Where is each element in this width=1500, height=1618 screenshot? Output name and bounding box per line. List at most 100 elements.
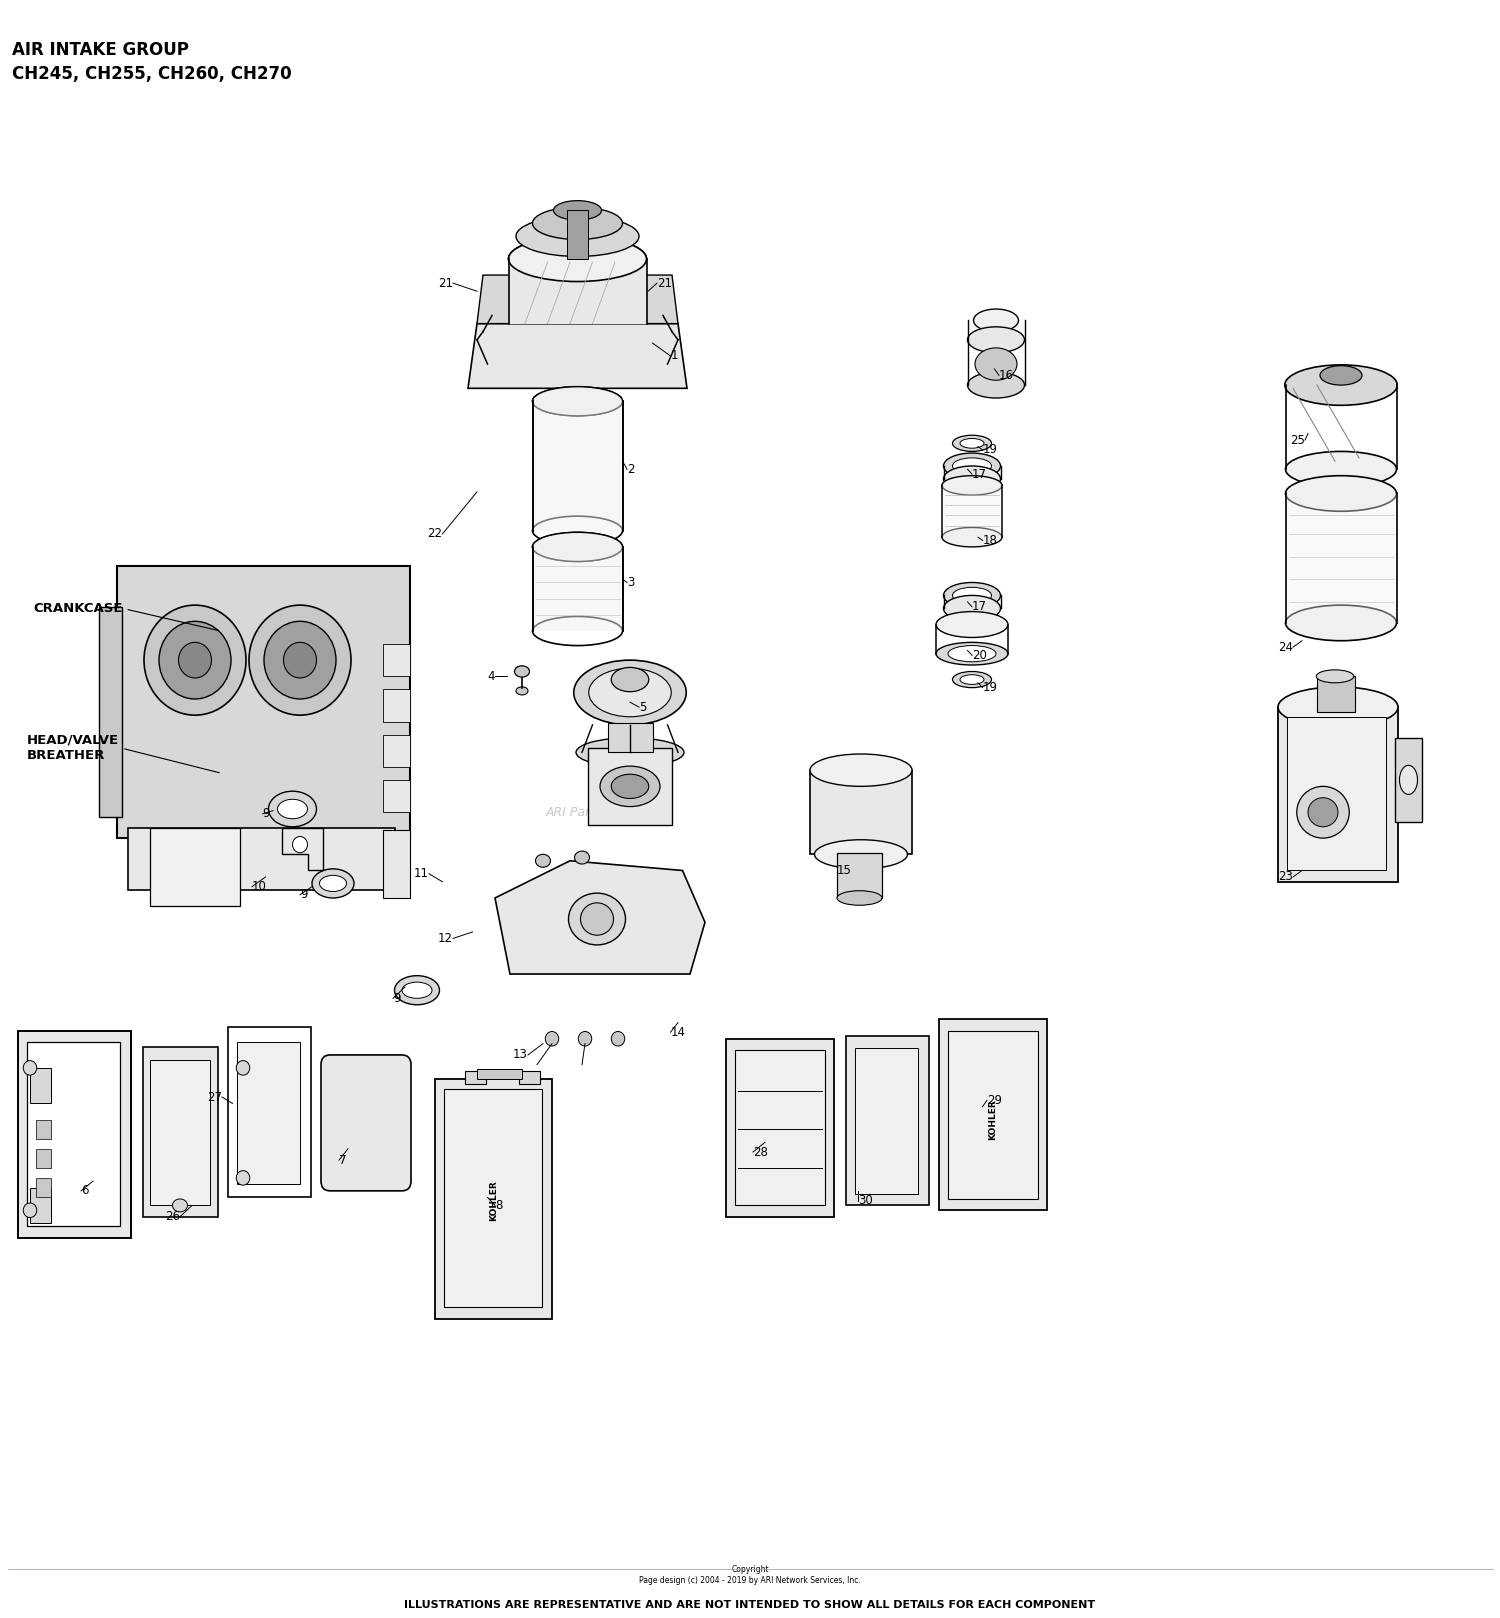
Ellipse shape [968, 372, 1024, 398]
Bar [532, 401, 622, 531]
Ellipse shape [237, 1171, 249, 1184]
Text: 28: 28 [753, 1146, 768, 1158]
Bar [1317, 676, 1354, 712]
Ellipse shape [514, 667, 529, 678]
Bar [18, 1031, 130, 1238]
Text: 14: 14 [670, 1026, 686, 1039]
Ellipse shape [936, 612, 1008, 637]
Bar [519, 1071, 540, 1084]
Text: 6: 6 [81, 1184, 88, 1197]
Text: 20: 20 [972, 649, 987, 662]
Ellipse shape [960, 675, 984, 684]
Text: 4: 4 [488, 670, 495, 683]
Bar [228, 1027, 310, 1197]
Ellipse shape [1317, 670, 1353, 683]
Text: AIR INTAKE GROUP: AIR INTAKE GROUP [12, 42, 189, 60]
Ellipse shape [942, 527, 1002, 547]
Bar [117, 566, 410, 838]
Bar [509, 259, 646, 324]
Bar [237, 1042, 300, 1184]
Text: 23: 23 [1278, 870, 1293, 883]
Ellipse shape [952, 671, 992, 688]
Bar [99, 607, 122, 817]
Text: 12: 12 [438, 932, 453, 945]
Ellipse shape [579, 1032, 591, 1045]
Ellipse shape [1320, 366, 1362, 385]
Text: ARI PartStream™: ARI PartStream™ [546, 806, 654, 819]
Text: Copyright
Page design (c) 2004 - 2019 by ARI Network Services, Inc.: Copyright Page design (c) 2004 - 2019 by… [639, 1566, 861, 1586]
Ellipse shape [948, 646, 996, 662]
Ellipse shape [284, 642, 316, 678]
Polygon shape [282, 828, 322, 870]
Bar [1395, 738, 1422, 822]
Bar [150, 828, 240, 906]
Ellipse shape [975, 348, 1017, 380]
Bar [382, 644, 410, 676]
Ellipse shape [568, 893, 626, 945]
Text: 11: 11 [414, 867, 429, 880]
Ellipse shape [532, 387, 622, 416]
Ellipse shape [249, 605, 351, 715]
Ellipse shape [532, 387, 622, 416]
Ellipse shape [532, 616, 622, 646]
Ellipse shape [144, 605, 246, 715]
Ellipse shape [159, 621, 231, 699]
Ellipse shape [516, 688, 528, 696]
Ellipse shape [612, 775, 648, 799]
Ellipse shape [1278, 688, 1398, 728]
Bar [382, 689, 410, 722]
Bar [939, 1019, 1047, 1210]
Ellipse shape [1308, 798, 1338, 827]
Bar [382, 780, 410, 812]
Text: CH245, CH255, CH260, CH270: CH245, CH255, CH260, CH270 [12, 65, 291, 83]
Ellipse shape [320, 875, 346, 892]
Ellipse shape [516, 217, 639, 257]
Text: KOHLER: KOHLER [489, 1180, 498, 1222]
Bar [588, 748, 672, 825]
Polygon shape [495, 861, 705, 974]
Ellipse shape [952, 435, 992, 451]
Bar [382, 735, 410, 767]
Bar [435, 1079, 552, 1319]
Ellipse shape [24, 1061, 36, 1074]
Ellipse shape [402, 982, 432, 998]
Bar [532, 547, 622, 631]
Ellipse shape [942, 476, 1002, 495]
Ellipse shape [612, 668, 648, 693]
Ellipse shape [532, 532, 622, 561]
Bar [150, 1060, 210, 1205]
Ellipse shape [178, 642, 212, 678]
Bar [128, 828, 394, 890]
Ellipse shape [936, 642, 1008, 665]
Ellipse shape [837, 892, 882, 906]
Text: 1: 1 [670, 349, 678, 362]
Text: 10: 10 [252, 880, 267, 893]
Text: 22: 22 [427, 527, 442, 540]
Text: 9: 9 [262, 807, 270, 820]
Bar [444, 1089, 542, 1307]
Polygon shape [468, 324, 687, 388]
Bar [30, 1188, 51, 1223]
Text: 21: 21 [438, 277, 453, 290]
Text: CRANKCASE: CRANKCASE [33, 602, 218, 631]
Bar [810, 770, 912, 854]
Text: 30: 30 [858, 1194, 873, 1207]
Bar [477, 1069, 522, 1079]
Text: 24: 24 [1278, 641, 1293, 654]
Ellipse shape [600, 767, 660, 807]
Ellipse shape [815, 840, 908, 869]
Ellipse shape [944, 453, 1000, 479]
Ellipse shape [574, 851, 590, 864]
Bar [846, 1036, 928, 1205]
Bar [942, 485, 1002, 537]
Bar [948, 1031, 1038, 1199]
Ellipse shape [1400, 765, 1417, 794]
Text: 29: 29 [987, 1094, 1002, 1107]
Ellipse shape [576, 738, 684, 767]
Text: 27: 27 [207, 1091, 222, 1103]
Ellipse shape [580, 903, 614, 935]
Text: 9: 9 [393, 992, 400, 1005]
Ellipse shape [1286, 451, 1396, 487]
Bar [30, 1068, 51, 1103]
Ellipse shape [237, 1061, 249, 1074]
